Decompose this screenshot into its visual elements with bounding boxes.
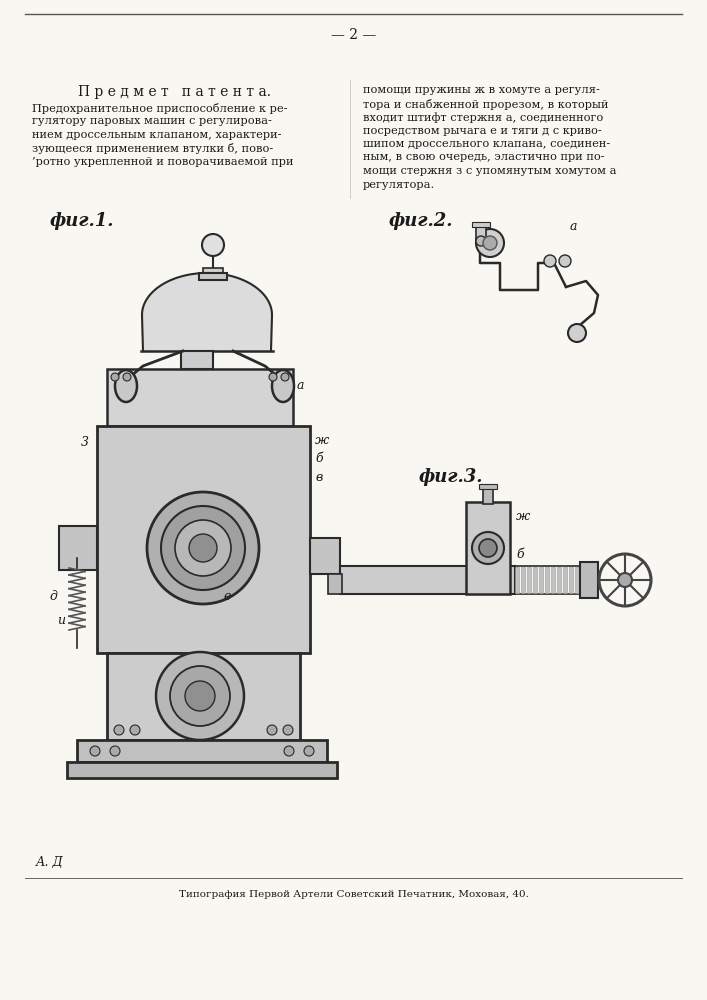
- Text: ным, в свою очередь, эластично при по-: ным, в свою очередь, эластично при по-: [363, 152, 604, 162]
- Circle shape: [185, 681, 215, 711]
- Bar: [545, 567, 549, 593]
- Circle shape: [111, 373, 119, 381]
- Text: 3: 3: [81, 436, 89, 449]
- Text: входит штифт стержня а, соединенного: входит штифт стержня а, соединенного: [363, 112, 603, 123]
- Text: гулятору паровых машин с регулирова-: гулятору паровых машин с регулирова-: [32, 116, 272, 126]
- Bar: [328, 574, 342, 594]
- Circle shape: [476, 229, 504, 257]
- Bar: [97, 426, 310, 653]
- Circle shape: [114, 725, 124, 735]
- Text: ж: ж: [516, 510, 530, 522]
- Ellipse shape: [115, 370, 137, 402]
- Polygon shape: [142, 273, 272, 351]
- Circle shape: [175, 520, 231, 576]
- Circle shape: [544, 255, 556, 267]
- Text: е: е: [223, 589, 230, 602]
- Text: ж: ж: [315, 434, 329, 447]
- Bar: [203, 268, 223, 273]
- Text: a: a: [297, 379, 305, 392]
- Bar: [479, 484, 497, 489]
- Circle shape: [283, 725, 293, 735]
- Bar: [575, 567, 579, 593]
- Text: А. Д: А. Д: [36, 856, 64, 869]
- Circle shape: [472, 532, 504, 564]
- Bar: [483, 488, 493, 504]
- Circle shape: [170, 666, 230, 726]
- Bar: [557, 567, 561, 593]
- Circle shape: [568, 324, 586, 342]
- Circle shape: [479, 539, 497, 557]
- Bar: [340, 566, 515, 594]
- Text: д: д: [49, 589, 57, 602]
- Bar: [472, 222, 490, 227]
- Circle shape: [476, 236, 486, 246]
- Circle shape: [123, 373, 131, 381]
- Text: фиг.2.: фиг.2.: [388, 212, 452, 230]
- Bar: [107, 653, 300, 740]
- Circle shape: [284, 746, 294, 756]
- Bar: [527, 567, 531, 593]
- Bar: [563, 567, 567, 593]
- Text: П р е д м е т   п а т е н т а.: П р е д м е т п а т е н т а.: [78, 85, 271, 99]
- Circle shape: [618, 573, 632, 587]
- Text: тора и снабженной прорезом, в который: тора и снабженной прорезом, в который: [363, 99, 609, 109]
- Bar: [515, 567, 519, 593]
- Circle shape: [156, 652, 244, 740]
- Bar: [569, 567, 573, 593]
- Circle shape: [281, 373, 289, 381]
- Text: ’ротно укрепленной и поворачиваемой при: ’ротно укрепленной и поворачиваемой при: [32, 157, 293, 167]
- Bar: [551, 567, 555, 593]
- Bar: [199, 273, 227, 280]
- Text: шипом дроссельного клапана, соединен-: шипом дроссельного клапана, соединен-: [363, 139, 610, 149]
- Bar: [466, 502, 510, 594]
- Bar: [310, 538, 340, 574]
- Bar: [59, 526, 97, 570]
- Text: посредством рычага е и тяги д с криво-: посредством рычага е и тяги д с криво-: [363, 125, 602, 135]
- Text: б: б: [315, 452, 322, 465]
- Text: мощи стержня з с упомянутым хомутом а: мощи стержня з с упомянутым хомутом а: [363, 166, 617, 176]
- Text: нием дроссельным клапаном, характери-: нием дроссельным клапаном, характери-: [32, 130, 281, 140]
- Bar: [181, 351, 213, 369]
- Bar: [539, 567, 543, 593]
- Circle shape: [483, 236, 497, 250]
- Text: регулятора.: регулятора.: [363, 180, 436, 190]
- Circle shape: [202, 234, 224, 256]
- Text: a: a: [570, 221, 578, 233]
- Bar: [580, 562, 598, 598]
- Circle shape: [267, 725, 277, 735]
- Circle shape: [147, 492, 259, 604]
- Text: зующееся применением втулки б, пово-: зующееся применением втулки б, пово-: [32, 143, 273, 154]
- Text: Типография Первой Артели Советский Печатник, Моховая, 40.: Типография Первой Артели Советский Печат…: [179, 890, 528, 899]
- Circle shape: [559, 255, 571, 267]
- Bar: [533, 567, 537, 593]
- Ellipse shape: [272, 370, 294, 402]
- Bar: [67, 762, 337, 778]
- Circle shape: [90, 746, 100, 756]
- Text: б: б: [516, 548, 524, 560]
- Text: Предохранительное приспособление к ре-: Предохранительное приспособление к ре-: [32, 103, 288, 114]
- Bar: [521, 567, 525, 593]
- Text: — 2 —: — 2 —: [331, 28, 376, 42]
- Text: и: и: [57, 613, 65, 626]
- Circle shape: [304, 746, 314, 756]
- Circle shape: [130, 725, 140, 735]
- Circle shape: [161, 506, 245, 590]
- Circle shape: [110, 746, 120, 756]
- Circle shape: [189, 534, 217, 562]
- Text: фиг.3.: фиг.3.: [418, 468, 482, 486]
- Bar: [476, 225, 486, 241]
- Text: в: в: [315, 471, 322, 484]
- Text: фиг.1.: фиг.1.: [49, 212, 115, 230]
- Bar: [107, 369, 293, 426]
- Text: помощи пружины ж в хомуте а регуля-: помощи пружины ж в хомуте а регуля-: [363, 85, 600, 95]
- Circle shape: [269, 373, 277, 381]
- Bar: [77, 740, 327, 762]
